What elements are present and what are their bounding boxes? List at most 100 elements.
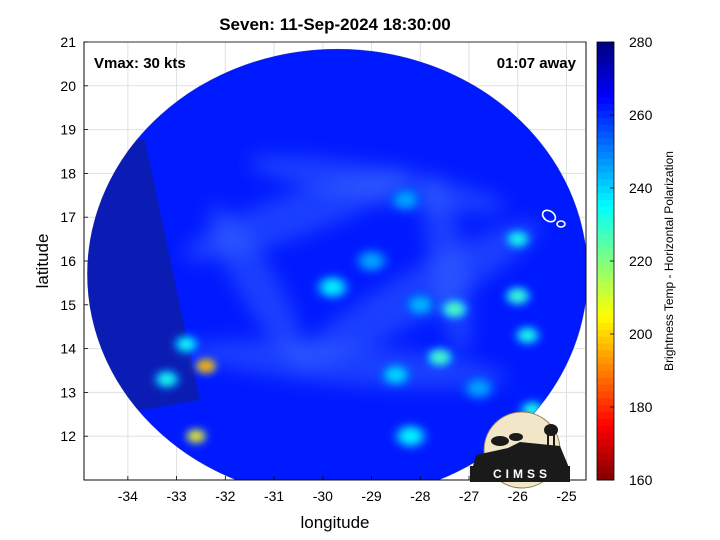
y-tick-label: 16 — [60, 253, 76, 269]
feature-core — [190, 432, 202, 441]
x-axis-ticks: -34 -33 -32 -31 -30 -29 -28 -27 -26 -25 — [118, 476, 577, 504]
colorbar-segment — [597, 438, 614, 447]
colorbar-segment — [597, 302, 614, 310]
y-axis-label: latitude — [33, 234, 52, 289]
colorbar-segment — [597, 213, 614, 221]
colorbar-segment — [597, 391, 614, 399]
y-tick-label: 19 — [60, 122, 76, 138]
spiral-band — [209, 205, 306, 363]
colorbar-segment — [597, 240, 614, 248]
y-tick-label: 15 — [60, 297, 76, 313]
colorbar-segment — [597, 219, 614, 228]
colorbar-segment — [597, 404, 614, 413]
colorbar-tick-label: 200 — [629, 326, 653, 342]
colorbar-segment — [597, 452, 614, 460]
colorbar-segment — [597, 459, 614, 467]
colorbar-segment — [597, 370, 614, 378]
colorbar-segment — [597, 192, 614, 200]
convective-features — [154, 187, 545, 449]
colorbar-segment — [597, 206, 614, 214]
colorbar-segment — [597, 261, 614, 269]
colorbar-tick-label: 180 — [629, 399, 653, 415]
colorbar-label: Brightness Temp - Horizontal Polarizatio… — [662, 151, 676, 371]
colorbar-segment — [597, 48, 614, 57]
colorbar-segment — [597, 377, 614, 385]
feature-core — [510, 233, 525, 245]
feature-core — [179, 338, 194, 350]
cold-sector — [87, 140, 200, 420]
colorbar-segment — [597, 226, 614, 235]
colorbar-tick-label: 260 — [629, 107, 653, 123]
colorbar-segment — [597, 254, 614, 262]
y-tick-label: 17 — [60, 209, 76, 225]
colorbar-segment — [597, 315, 614, 324]
colorbar-segment — [597, 281, 614, 289]
colorbar-segment — [597, 267, 614, 276]
cimss-logo: CIMSS — [470, 411, 570, 489]
x-tick-label: -34 — [118, 488, 138, 504]
colorbar-segment — [597, 308, 614, 317]
feature-core — [447, 303, 462, 315]
colorbar-segment — [597, 473, 614, 481]
colorbar-segment — [597, 247, 614, 255]
x-tick-label: -33 — [166, 488, 186, 504]
spiral-bands — [184, 155, 540, 389]
colorbar-segment — [597, 199, 614, 207]
colorbar-segment — [597, 295, 614, 303]
colorbar-segment — [597, 411, 614, 419]
colorbar-segment — [597, 117, 614, 125]
feature-core — [200, 361, 212, 371]
x-tick-label: -28 — [410, 488, 430, 504]
colorbar-segment — [597, 62, 614, 70]
spiral-band — [188, 339, 507, 389]
colorbar-segment — [597, 55, 614, 64]
colorbar-segment — [597, 151, 614, 159]
colorbar-segment — [597, 288, 614, 296]
y-tick-label: 13 — [60, 384, 76, 400]
feature-core — [410, 297, 430, 312]
y-tick-label: 21 — [60, 34, 76, 50]
y-axis-ticks: 12 13 14 15 16 17 18 19 20 21 — [60, 34, 88, 444]
colorbar-segment — [597, 445, 614, 454]
swath-edge — [87, 48, 586, 480]
colorbar-segment — [597, 178, 614, 187]
feature-core — [396, 192, 416, 207]
colorbar-tick-label: 160 — [629, 472, 653, 488]
feature-core — [400, 429, 421, 444]
y-tick-label: 18 — [60, 165, 76, 181]
colorbar-segment — [597, 418, 614, 426]
microwave-swath — [87, 49, 586, 480]
colorbar-segment — [597, 76, 614, 84]
colorbar-segment — [597, 110, 614, 118]
x-tick-label: -29 — [361, 488, 381, 504]
feature-core — [510, 290, 525, 302]
colorbar-segment — [597, 466, 614, 474]
colorbar-segment — [597, 172, 614, 180]
colorbar: 160 180 200 220 240 260 280 — [596, 34, 653, 488]
x-axis-label: longitude — [300, 513, 369, 532]
feature-core — [469, 380, 489, 396]
feature-core — [520, 330, 535, 341]
colorbar-segment — [597, 69, 614, 77]
logo-text: CIMSS — [493, 467, 551, 481]
feature-core — [432, 351, 447, 363]
colorbar-segment — [597, 322, 614, 330]
x-tick-label: -30 — [313, 488, 333, 504]
colorbar-segment — [597, 425, 614, 433]
colorbar-tick-label: 240 — [629, 180, 653, 196]
feature-core — [322, 280, 343, 295]
contour-marker — [541, 209, 566, 228]
colorbar-segment — [597, 233, 614, 241]
x-tick-label: -31 — [264, 488, 284, 504]
feature-core — [361, 253, 382, 269]
colorbar-segment — [597, 103, 614, 111]
colorbar-segment — [597, 349, 614, 358]
colorbar-segment — [597, 96, 614, 105]
colorbar-segment — [597, 384, 614, 392]
colorbar-segment — [597, 144, 614, 152]
colorbar-segment — [597, 336, 614, 344]
colorbar-segment — [597, 89, 614, 98]
colorbar-segment — [597, 274, 614, 283]
colorbar-segment — [597, 130, 614, 139]
